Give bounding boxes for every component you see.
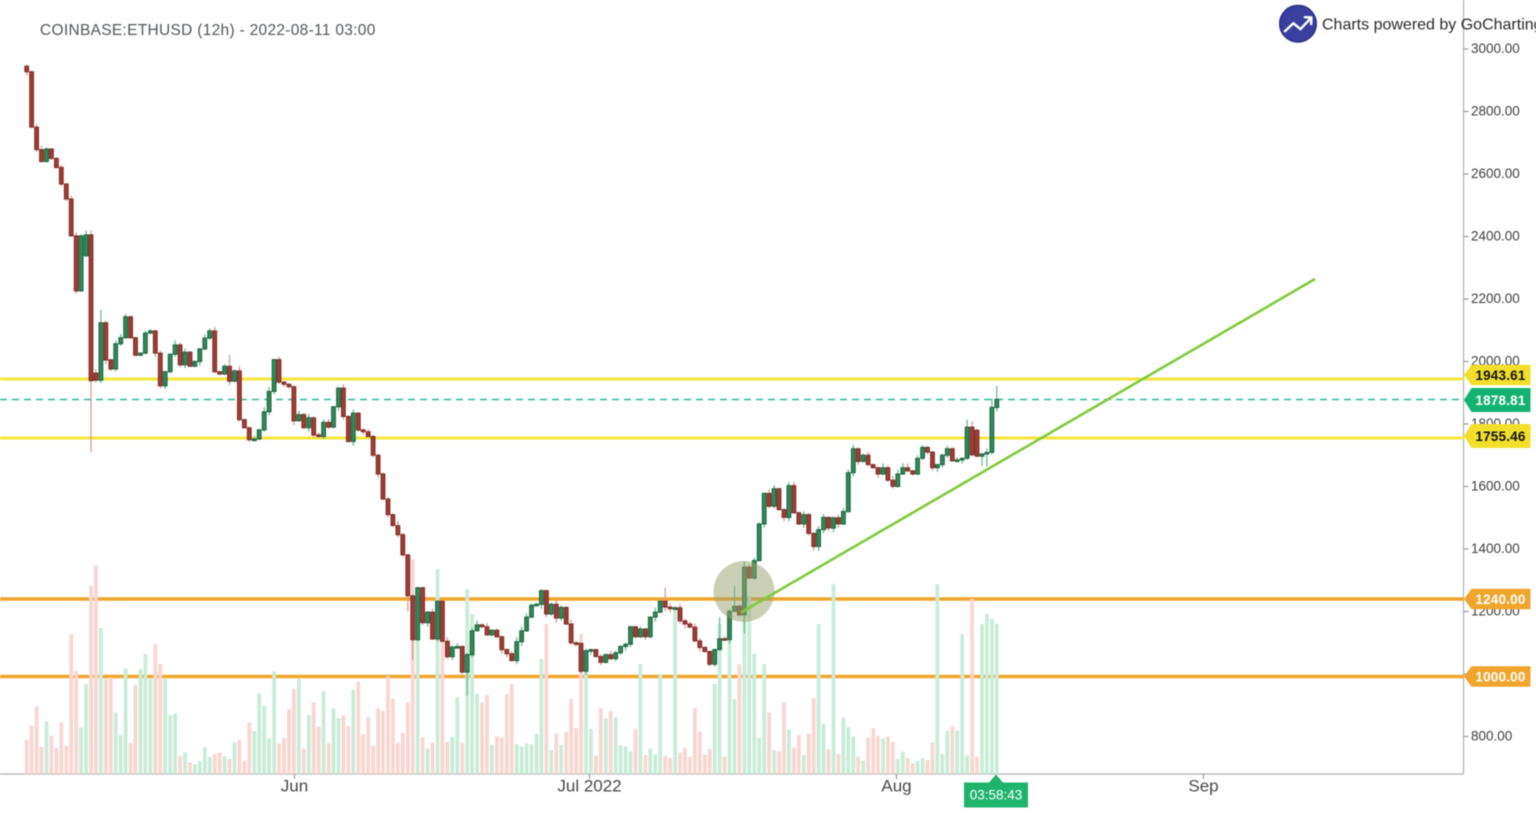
svg-text:1878.81: 1878.81 <box>1475 393 1525 408</box>
svg-text:3000.00: 3000.00 <box>1471 41 1520 56</box>
svg-text:800.00: 800.00 <box>1471 729 1512 744</box>
svg-text:Jul 2022: Jul 2022 <box>557 777 621 796</box>
svg-text:Aug: Aug <box>881 777 911 796</box>
svg-text:COINBASE:ETHUSD (12h) - 2022-0: COINBASE:ETHUSD (12h) - 2022-08-11 03:00 <box>40 22 376 39</box>
svg-text:03:58:43: 03:58:43 <box>970 788 1023 803</box>
svg-text:1240.00: 1240.00 <box>1475 592 1525 607</box>
svg-text:1000.00: 1000.00 <box>1475 669 1525 684</box>
svg-text:2200.00: 2200.00 <box>1471 291 1520 306</box>
svg-text:Charts powered by GoCharting: Charts powered by GoCharting <box>1322 17 1536 34</box>
svg-text:Sep: Sep <box>1188 777 1218 796</box>
svg-text:2400.00: 2400.00 <box>1471 229 1520 244</box>
svg-text:Jun: Jun <box>281 777 308 796</box>
svg-text:1600.00: 1600.00 <box>1471 479 1520 494</box>
svg-text:2600.00: 2600.00 <box>1471 166 1520 181</box>
svg-text:1755.46: 1755.46 <box>1475 429 1525 444</box>
svg-text:1400.00: 1400.00 <box>1471 541 1520 556</box>
svg-text:1943.61: 1943.61 <box>1475 368 1525 383</box>
svg-text:2800.00: 2800.00 <box>1471 104 1520 119</box>
